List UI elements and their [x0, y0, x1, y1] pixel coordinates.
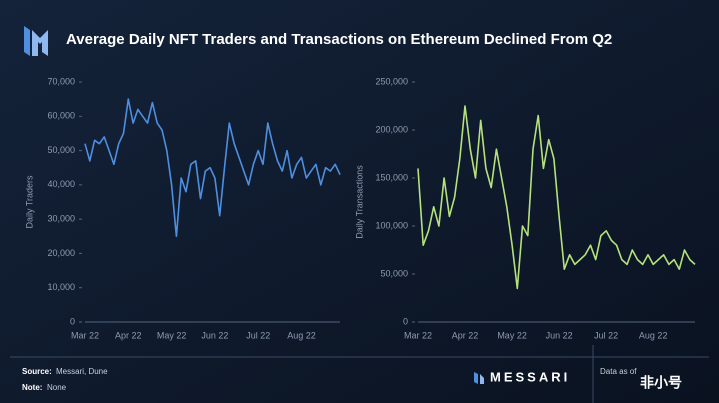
y-tick-label: 30,000 — [47, 214, 75, 224]
x-tick-label: Mar 22 — [71, 330, 99, 340]
data-line — [417, 105, 696, 290]
y-tick-label: 20,000 — [47, 248, 75, 258]
y-tick-label: 150,000 — [375, 172, 408, 182]
x-tick-label: Apr 22 — [115, 330, 142, 340]
source: Messari, Dune — [56, 367, 108, 376]
x-tick-label: Jul 22 — [246, 330, 270, 340]
x-tick-label: Jun 22 — [546, 330, 573, 340]
y-tick-label: 10,000 — [47, 282, 75, 292]
x-tick-label: Jun 22 — [201, 330, 228, 340]
note-label: Note: — [22, 383, 42, 392]
y-axis-label: Daily Transactions — [354, 165, 364, 239]
y-tick-label: 250,000 — [375, 76, 408, 86]
x-tick-label: Mar 22 — [404, 330, 432, 340]
y-tick-label: 40,000 — [47, 179, 75, 189]
chart-title: Average Daily NFT Traders and Transactio… — [66, 31, 612, 48]
logo — [24, 26, 48, 56]
y-tick-label: 70,000 — [47, 76, 75, 86]
x-tick-label: Aug 22 — [639, 330, 668, 340]
watermark: 非小号 — [640, 375, 682, 391]
source-label: Source: — [22, 367, 52, 376]
x-tick-label: May 22 — [157, 330, 187, 340]
y-tick-label: 0 — [403, 316, 408, 326]
note: None — [47, 383, 67, 392]
date-label: Data as of — [600, 367, 637, 376]
y-axis-label: Daily Traders — [24, 175, 34, 229]
data-line — [84, 98, 341, 238]
brand-logo-2 — [480, 374, 484, 384]
y-tick-label: 0 — [70, 316, 75, 326]
y-tick-label: 60,000 — [47, 111, 75, 121]
x-tick-label: Aug 22 — [287, 330, 316, 340]
y-tick-label: 100,000 — [375, 220, 408, 230]
y-tick-label: 200,000 — [375, 124, 408, 134]
brand-logo — [474, 372, 478, 384]
y-tick-label: 50,000 — [380, 268, 408, 278]
y-tick-label: 50,000 — [47, 145, 75, 155]
x-tick-label: Apr 22 — [452, 330, 479, 340]
brand: MESSARI — [490, 369, 570, 384]
x-tick-label: May 22 — [497, 330, 527, 340]
x-tick-label: Jul 22 — [594, 330, 618, 340]
